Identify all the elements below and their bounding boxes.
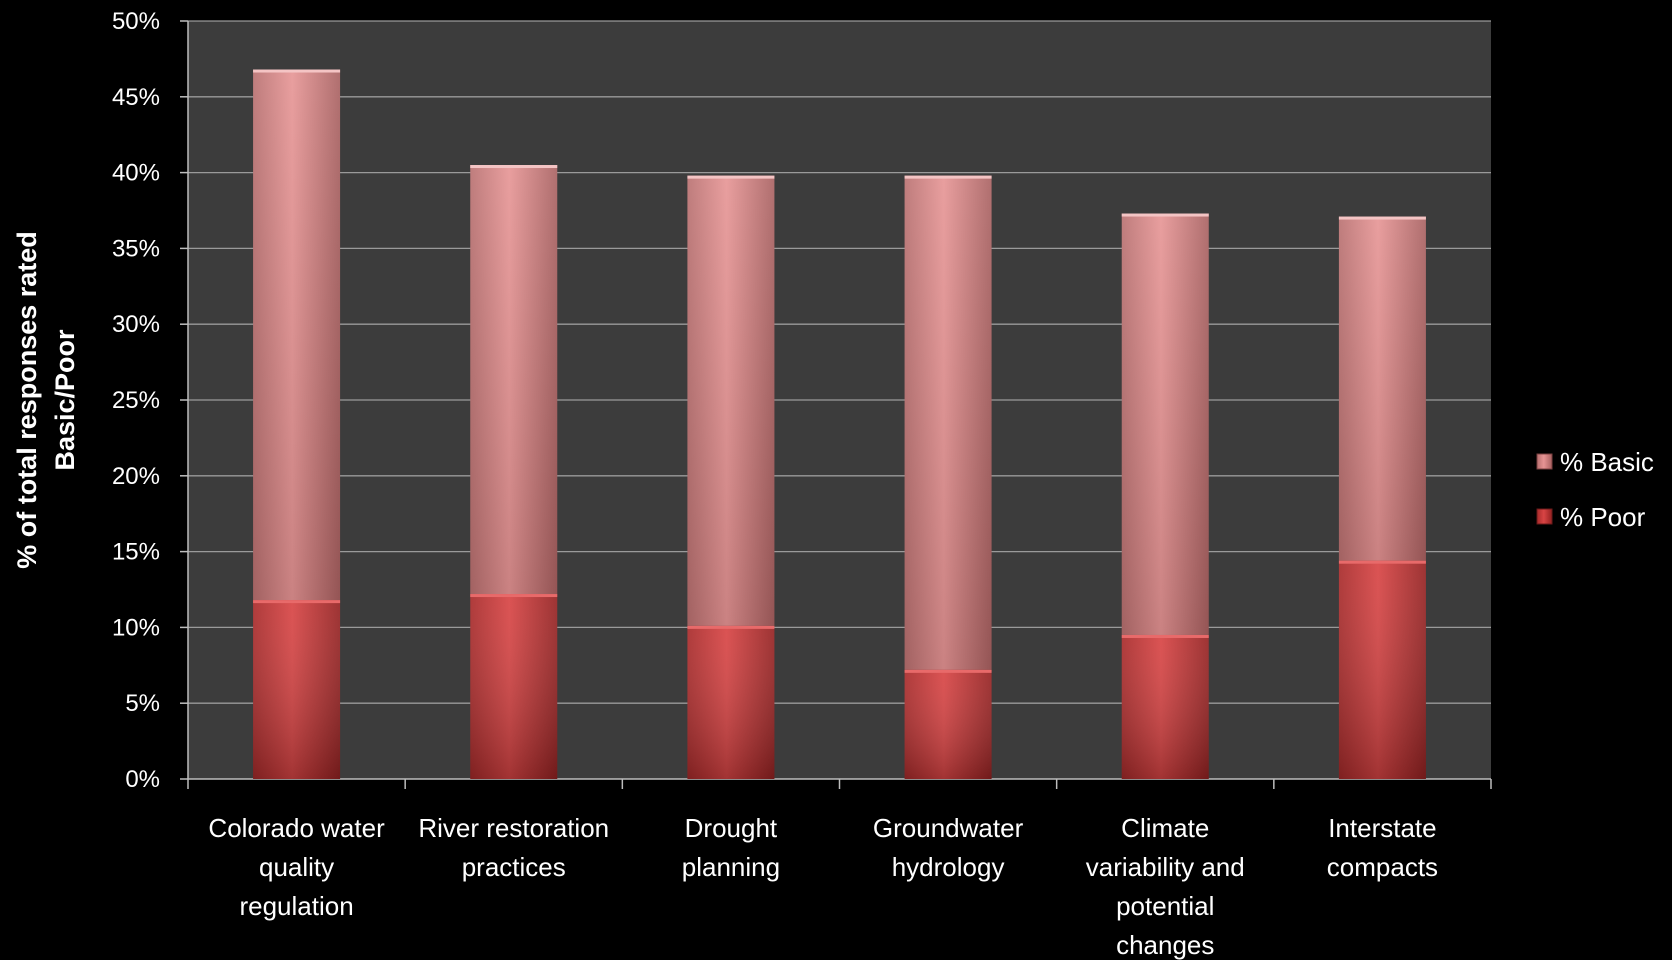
x-category-label-line: variability and <box>1086 852 1245 882</box>
bar-basic-cap <box>687 175 775 179</box>
y-tick-label: 0% <box>125 766 160 793</box>
y-tick-label: 5% <box>125 690 160 717</box>
x-category-label: Drought planning <box>682 813 780 882</box>
x-category-label-line: regulation <box>239 891 353 921</box>
x-category-label-line: Climate <box>1121 813 1209 843</box>
bar-poor-shade <box>1121 634 1209 779</box>
bar-poor-cap <box>1338 560 1426 564</box>
legend-swatch-basic <box>1536 453 1553 470</box>
x-category-label-line: Colorado water <box>208 813 385 843</box>
x-category-label-line: potential <box>1116 891 1214 921</box>
bar-poor-shade <box>1338 560 1426 779</box>
bar-basic-shade <box>253 69 341 601</box>
x-category-label-line: hydrology <box>892 852 1005 882</box>
bar-basic-shade <box>1338 216 1426 561</box>
bar-poor-cap <box>687 625 775 629</box>
bar-basic-shade <box>687 175 775 626</box>
y-axis-title-line-1: % of total responses rated <box>12 231 42 569</box>
bar-basic-cap <box>904 175 992 179</box>
y-tick-label: 45% <box>112 84 160 111</box>
x-category-label-line: changes <box>1116 930 1214 960</box>
y-axis-title-line-2: Basic/Poor <box>50 329 80 471</box>
legend-swatch-poor <box>1536 508 1553 525</box>
y-tick-label: 50% <box>112 8 160 35</box>
x-category-label-line: compacts <box>1327 852 1438 882</box>
bar-poor-cap <box>253 600 341 604</box>
x-category-label-line: practices <box>462 852 566 882</box>
legend: % Basic % Poor <box>1536 447 1654 532</box>
y-tick-label: 40% <box>112 160 160 187</box>
bar-basic-cap <box>470 165 558 169</box>
bar-poor-shade <box>253 600 341 779</box>
x-category-label: Climate variability and potential changes <box>1086 813 1245 960</box>
x-category-label: Groundwater hydrology <box>873 813 1024 882</box>
bar-poor-shade <box>470 594 558 779</box>
x-category-label-line: Groundwater <box>873 813 1024 843</box>
bar-poor-shade <box>687 625 775 779</box>
y-tick-label: 10% <box>112 614 160 641</box>
x-category-label-line: Drought <box>685 813 778 843</box>
legend-label-poor: % Poor <box>1560 502 1646 532</box>
x-category-label-line: quality <box>259 852 334 882</box>
y-tick-label: 25% <box>112 387 160 414</box>
bar-poor-cap <box>904 669 992 673</box>
y-tick-label: 20% <box>112 463 160 490</box>
category-labels: Colorado water quality regulation River res… <box>208 813 1438 960</box>
x-category-label-line: River restoration <box>418 813 609 843</box>
legend-label-basic: % Basic <box>1560 447 1654 477</box>
bar-poor-cap <box>1121 634 1209 638</box>
y-tick-label: 35% <box>112 235 160 262</box>
x-category-label-line: Interstate <box>1328 813 1436 843</box>
y-tick-label: 30% <box>112 311 160 338</box>
bar-poor-cap <box>470 594 558 598</box>
gridlines <box>188 20 1491 704</box>
bar-basic-cap <box>253 69 341 73</box>
bars <box>253 69 1426 779</box>
bar-basic-shade <box>1121 213 1209 635</box>
bar-basic-shade <box>904 175 992 670</box>
x-category-label: River restoration practices <box>418 813 609 882</box>
axes: 0% 5% 10% 15% 20% 25% 30% 35% 40% 45% 50% <box>112 8 1492 793</box>
x-category-label-line: planning <box>682 852 780 882</box>
x-category-label: Colorado water quality regulation <box>208 813 385 921</box>
bar-poor-shade <box>904 669 992 779</box>
y-tick-label: 15% <box>112 539 160 566</box>
y-axis-title: % of total responses rated Basic/Poor <box>12 231 80 569</box>
bar-basic-cap <box>1121 213 1209 217</box>
x-category-label: Interstate compacts <box>1327 813 1438 882</box>
bar-basic-cap <box>1338 216 1426 220</box>
bar-basic-shade <box>470 165 558 595</box>
